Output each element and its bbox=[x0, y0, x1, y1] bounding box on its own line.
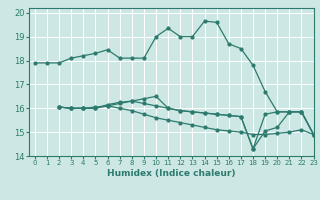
X-axis label: Humidex (Indice chaleur): Humidex (Indice chaleur) bbox=[107, 169, 236, 178]
